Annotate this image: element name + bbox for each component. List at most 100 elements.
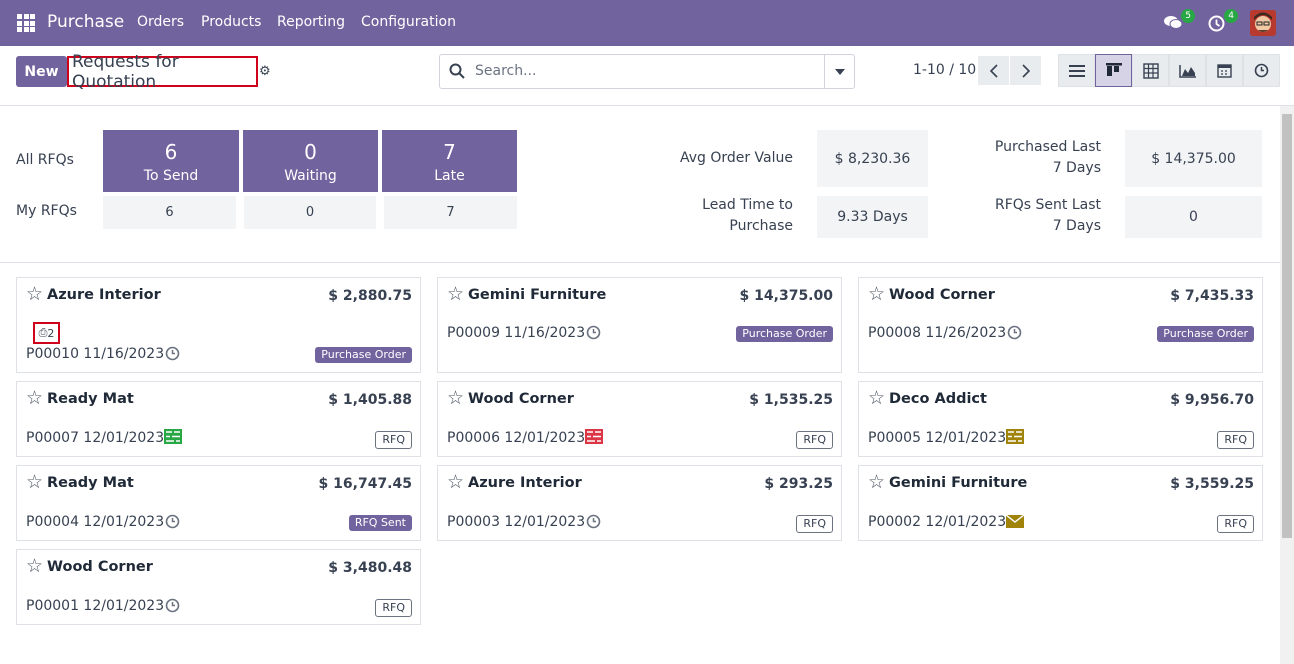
menu-reporting[interactable]: Reporting (277, 14, 346, 30)
order-reference: P00006 12/01/2023 (447, 430, 586, 446)
pager-previous-button[interactable] (978, 56, 1009, 85)
tile-count: 0 (304, 140, 317, 164)
order-amount: $ 1,405.88 (328, 392, 412, 408)
menu-products[interactable]: Products (201, 14, 262, 30)
favorite-star-icon[interactable]: ☆ (868, 283, 886, 305)
my-rfqs-label: My RFQs (16, 203, 77, 219)
status-badge: Purchase Order (1157, 326, 1254, 342)
scrollbar-thumb[interactable] (1282, 114, 1292, 538)
clock-icon[interactable] (1007, 325, 1023, 341)
tile-count: 6 (164, 140, 178, 164)
envelope-icon[interactable] (1005, 514, 1025, 531)
partner-name: Ready Mat (47, 475, 134, 491)
partner-name: Ready Mat (47, 391, 134, 407)
control-panel: New Requests for Quotation ⚙ Search... 1… (0, 46, 1294, 106)
todo-icon[interactable] (164, 429, 182, 445)
favorite-star-icon[interactable]: ☆ (26, 555, 44, 577)
kanban-card[interactable]: ☆ Wood Corner $ 3,480.48 P00001 12/01/20… (16, 549, 421, 625)
menu-configuration[interactable]: Configuration (361, 14, 456, 30)
tile-to-send[interactable]: 6 To Send (103, 130, 239, 192)
pivot-view-button[interactable] (1132, 54, 1169, 87)
calendar-icon (1217, 64, 1232, 78)
partner-name: Wood Corner (468, 391, 574, 407)
clock-icon[interactable] (165, 598, 181, 614)
activity-view-button[interactable] (1243, 54, 1280, 87)
status-badge: Purchase Order (315, 347, 412, 363)
search-bar[interactable]: Search... (439, 54, 855, 89)
kanban-card[interactable]: ☆ Azure Interior $ 2,880.75 ⎙ 2 P00010 11… (16, 277, 421, 373)
favorite-star-icon[interactable]: ☆ (868, 387, 886, 409)
kanban-card[interactable]: ☆ Azure Interior $ 293.25 P00003 12/01/2… (437, 465, 842, 541)
kanban-card[interactable]: ☆ Gemini Furniture $ 14,375.00 P00009 11… (437, 277, 842, 373)
kanban-card[interactable]: ☆ Ready Mat $ 1,405.88 P00007 12/01/2023… (16, 381, 421, 457)
pager-value[interactable]: 1-10 / 10 (913, 62, 977, 78)
partner-name: Wood Corner (889, 287, 995, 303)
avg-order-value-label: Avg Order Value (679, 150, 793, 166)
vertical-scrollbar[interactable] (1280, 106, 1294, 664)
my-waiting[interactable]: 0 (244, 196, 376, 229)
top-navbar: Purchase Orders Products Reporting Confi… (0, 0, 1294, 46)
caret-down-icon (834, 68, 845, 75)
order-reference: P00009 11/16/2023 (447, 325, 586, 341)
favorite-star-icon[interactable]: ☆ (26, 283, 44, 305)
favorite-star-icon[interactable]: ☆ (447, 283, 465, 305)
my-to-send[interactable]: 6 (103, 196, 236, 229)
order-reference: P00002 12/01/2023 (868, 514, 1007, 530)
gear-icon[interactable]: ⚙ (259, 64, 271, 79)
partner-name: Wood Corner (47, 559, 153, 575)
order-reference: P00001 12/01/2023 (26, 598, 165, 614)
status-badge: RFQ (796, 431, 833, 449)
kanban-view-button[interactable] (1095, 54, 1132, 87)
tile-late[interactable]: 7 Late (382, 130, 517, 192)
order-reference: P00008 11/26/2023 (868, 325, 1007, 341)
purchase-dashboard: All RFQs My RFQs 6 To Send 0 Waiting 7 L… (0, 106, 1280, 263)
attachment-count-value: 2 (47, 326, 55, 340)
clock-icon[interactable] (165, 346, 181, 362)
tile-count: 7 (443, 140, 456, 164)
activity-count-badge: 4 (1224, 9, 1238, 23)
attachment-count[interactable]: ⎙ 2 (33, 322, 60, 344)
graph-view-button[interactable] (1169, 54, 1206, 87)
chat-icon[interactable]: 5 (1161, 9, 1195, 35)
list-view-button[interactable] (1058, 54, 1095, 87)
todo-icon[interactable] (1006, 429, 1024, 445)
list-icon (1068, 64, 1085, 77)
partner-name: Deco Addict (889, 391, 987, 407)
order-reference: P00007 12/01/2023 (26, 430, 165, 446)
favorite-star-icon[interactable]: ☆ (26, 471, 44, 493)
kanban-card[interactable]: ☆ Wood Corner $ 1,535.25 P00006 12/01/20… (437, 381, 842, 457)
order-amount: $ 3,559.25 (1170, 476, 1254, 492)
favorite-star-icon[interactable]: ☆ (868, 471, 886, 493)
user-avatar[interactable] (1250, 10, 1276, 36)
order-amount: $ 2,880.75 (328, 288, 412, 304)
my-late[interactable]: 7 (384, 196, 517, 229)
search-options-toggle[interactable] (824, 55, 854, 88)
app-brand[interactable]: Purchase (47, 12, 125, 32)
favorite-star-icon[interactable]: ☆ (26, 387, 44, 409)
lead-time-label: Lead Time to Purchase (702, 197, 793, 234)
favorite-star-icon[interactable]: ☆ (447, 471, 465, 493)
purchased-last-7-days-label: Purchased Last 7 Days (994, 139, 1101, 176)
kanban-card[interactable]: ☆ Gemini Furniture $ 3,559.25 P00002 12/… (858, 465, 1263, 541)
new-button[interactable]: New (16, 56, 67, 87)
table-icon (1142, 62, 1159, 79)
pager-next-button[interactable] (1010, 56, 1041, 85)
apps-menu-icon[interactable] (17, 14, 35, 32)
activity-clock-icon[interactable]: 4 (1204, 9, 1238, 35)
menu-orders[interactable]: Orders (137, 14, 185, 30)
kanban-card[interactable]: ☆ Wood Corner $ 7,435.33 P00008 11/26/20… (858, 277, 1263, 373)
todo-icon[interactable] (585, 429, 603, 445)
clock-icon[interactable] (165, 514, 181, 530)
paperclip-icon: ⎙ (38, 326, 48, 339)
clock-icon[interactable] (586, 514, 602, 530)
kanban-card[interactable]: ☆ Ready Mat $ 16,747.45 P00004 12/01/202… (16, 465, 421, 541)
clock-icon[interactable] (586, 325, 602, 341)
calendar-view-button[interactable] (1206, 54, 1243, 87)
kanban-card[interactable]: ☆ Deco Addict $ 9,956.70 P00005 12/01/20… (858, 381, 1263, 457)
tile-waiting[interactable]: 0 Waiting (243, 130, 378, 192)
favorite-star-icon[interactable]: ☆ (447, 387, 465, 409)
search-input[interactable]: Search... (475, 63, 537, 79)
order-reference: P00010 11/16/2023 (26, 346, 165, 362)
order-reference: P00005 12/01/2023 (868, 430, 1007, 446)
order-reference: P00004 12/01/2023 (26, 514, 165, 530)
